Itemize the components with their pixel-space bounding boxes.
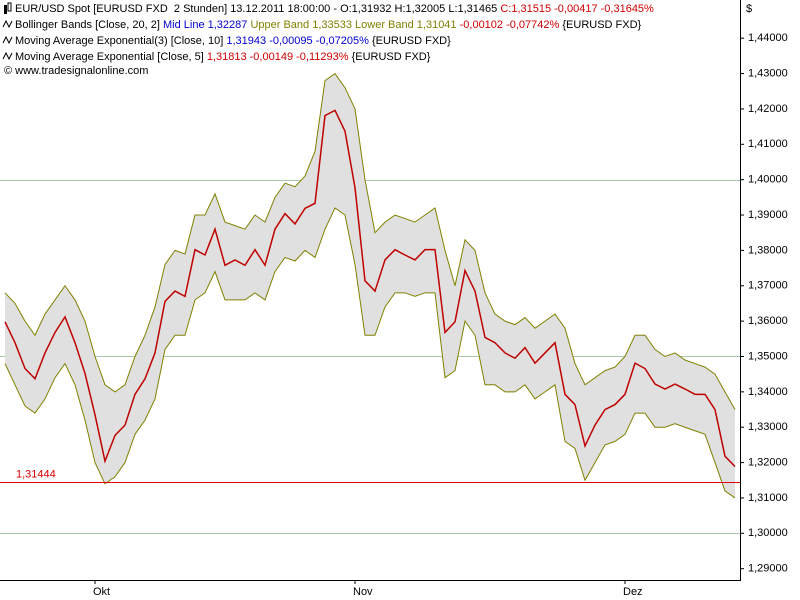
header-segment: {EURUSD FXD} xyxy=(352,51,431,63)
y-tick-label: 1,43000 xyxy=(748,67,788,79)
y-tick-label: 1,35000 xyxy=(748,350,788,362)
header-segment: 1,31943 -0,00095 -0,07205% xyxy=(226,35,372,47)
y-tick-label: 1,39000 xyxy=(748,209,788,221)
header-segment: 1,31813 -0,00149 -0,11293% xyxy=(207,51,352,63)
credit: © www.tradesignalonline.com xyxy=(4,65,148,77)
y-tick-label: 1,29000 xyxy=(748,563,788,575)
y-unit: $ xyxy=(746,3,752,15)
header-segment: Mid Line 1,32287 xyxy=(163,19,250,31)
y-tick-label: 1,31000 xyxy=(748,492,788,504)
header-segment: C:1,31515 -0,00417 -0,31645% xyxy=(500,3,654,15)
x-tick-label: Okt xyxy=(93,586,110,598)
y-tick-label: 1,41000 xyxy=(748,138,788,150)
header-segment: Moving Average Exponential [Close, 5] xyxy=(15,51,207,63)
header-segment: -0,00102 -0,07742% xyxy=(460,19,563,31)
series-line xyxy=(4,72,736,410)
y-tick-label: 1,37000 xyxy=(748,280,788,292)
header-segment: Upper Band 1,33533 Lower Band 1,31041 xyxy=(250,19,459,31)
header-segment: {EURUSD FXD} xyxy=(372,35,451,47)
y-tick-label: 1,40000 xyxy=(748,174,788,186)
series-line xyxy=(4,109,736,467)
y-tick-label: 1,30000 xyxy=(748,527,788,539)
x-tick-label: Nov xyxy=(353,586,373,598)
y-tick-label: 1,34000 xyxy=(748,386,788,398)
y-tick-label: 1,33000 xyxy=(748,421,788,433)
y-tick-label: 1,32000 xyxy=(748,456,788,468)
y-tick-label: 1,42000 xyxy=(748,103,788,115)
header-line: Moving Average Exponential(3) [Close, 10… xyxy=(15,35,451,47)
header-line: EUR/USD Spot [EURUSD FXD 2 Stunden] 13.1… xyxy=(15,3,654,15)
header-icons xyxy=(2,2,13,61)
y-tick-label: 1,44000 xyxy=(748,32,788,44)
header-segment: EUR/USD Spot [EURUSD FXD 2 Stunden] 13.1… xyxy=(15,3,500,15)
header-line: Bollinger Bands [Close, 20, 2] Mid Line … xyxy=(15,19,642,31)
series-line xyxy=(4,207,736,499)
header-line: Moving Average Exponential [Close, 5] 1,… xyxy=(15,51,431,63)
header-segment: Bollinger Bands [Close, 20, 2] xyxy=(15,19,163,31)
header-segment: Moving Average Exponential(3) [Close, 10… xyxy=(15,35,226,47)
reference-label: 1,31444 xyxy=(16,468,56,480)
y-tick-label: 1,38000 xyxy=(748,244,788,256)
y-tick-label: 1,36000 xyxy=(748,315,788,327)
header-segment: {EURUSD FXD} xyxy=(562,19,641,31)
x-tick-label: Dez xyxy=(623,586,643,598)
